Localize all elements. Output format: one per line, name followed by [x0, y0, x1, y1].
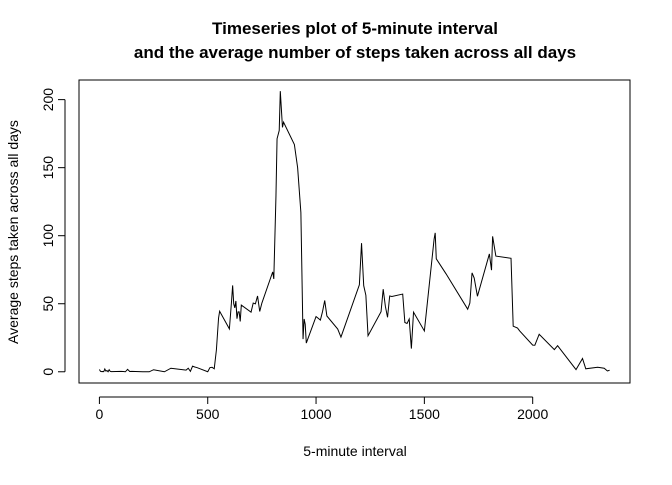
chart-subtitle: and the average number of steps taken ac… — [134, 43, 576, 62]
x-tick-label: 2000 — [517, 406, 548, 422]
x-tick-label: 1000 — [300, 406, 331, 422]
y-tick-label: 150 — [40, 156, 56, 180]
x-tick-label: 0 — [96, 406, 104, 422]
y-axis-label: Average steps taken across all days — [5, 120, 21, 344]
x-axis-label: 5-minute interval — [303, 443, 407, 459]
plot-box — [78, 79, 631, 384]
y-tick-label: 0 — [40, 368, 56, 376]
y-tick-label: 100 — [40, 224, 56, 248]
data-line — [98, 91, 610, 373]
x-tick-label: 1500 — [409, 406, 440, 422]
chart-title: Timeseries plot of 5-minute interval — [212, 19, 498, 38]
x-tick-label: 500 — [196, 406, 220, 422]
y-tick-label: 200 — [40, 88, 56, 112]
y-tick-label: 50 — [40, 296, 56, 312]
